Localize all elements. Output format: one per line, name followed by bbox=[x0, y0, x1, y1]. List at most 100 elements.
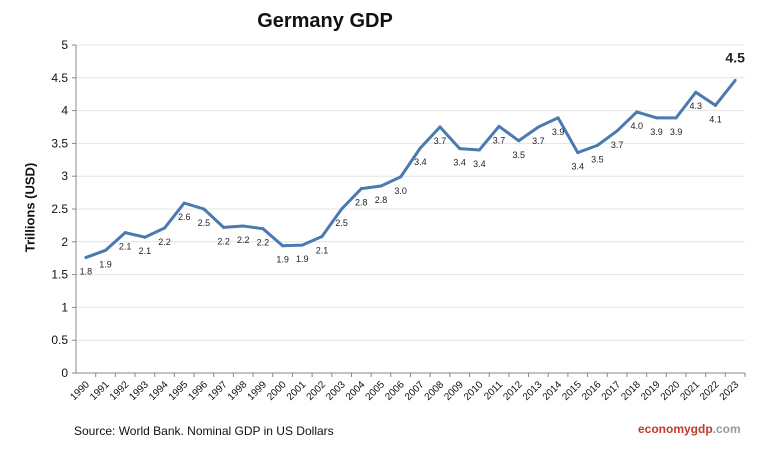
data-label: 4.3 bbox=[690, 101, 703, 111]
data-point bbox=[340, 207, 344, 211]
x-tick-label: 2009 bbox=[442, 379, 466, 403]
x-tick-label: 1991 bbox=[88, 379, 112, 403]
gdp-line bbox=[85, 79, 737, 259]
x-tick-label: 1994 bbox=[147, 379, 171, 403]
y-tick-label: 2 bbox=[61, 235, 68, 249]
x-tick-label: 1992 bbox=[108, 379, 132, 403]
x-tick-label: 2010 bbox=[462, 379, 486, 403]
data-point bbox=[635, 110, 639, 114]
data-label: 3.5 bbox=[591, 154, 604, 164]
data-label: 3.4 bbox=[571, 162, 584, 172]
data-label: 1.8 bbox=[80, 267, 93, 277]
x-tick-label: 2018 bbox=[619, 379, 643, 403]
data-point bbox=[123, 231, 127, 235]
data-label: 3.0 bbox=[394, 186, 407, 196]
y-tick-label: 1 bbox=[61, 300, 68, 314]
source-note: Source: World Bank. Nominal GDP in US Do… bbox=[74, 424, 334, 438]
data-label: 3.9 bbox=[670, 127, 683, 137]
data-point bbox=[182, 201, 186, 205]
data-label: 4.5 bbox=[725, 49, 745, 65]
data-point bbox=[379, 184, 383, 188]
y-tick-label: 4 bbox=[61, 104, 68, 118]
data-point bbox=[438, 125, 442, 129]
data-point bbox=[694, 90, 698, 94]
x-tick-label: 1996 bbox=[187, 379, 211, 403]
data-label: 3.5 bbox=[512, 150, 525, 160]
x-tick-label: 1999 bbox=[246, 379, 270, 403]
data-point bbox=[576, 151, 580, 155]
data-label: 3.4 bbox=[414, 157, 427, 167]
data-point bbox=[418, 146, 422, 150]
data-point bbox=[713, 103, 717, 107]
x-tick-label: 2016 bbox=[580, 379, 604, 403]
x-tick-label: 2003 bbox=[324, 379, 348, 403]
y-tick-label: 3.5 bbox=[51, 136, 68, 150]
data-label: 2.8 bbox=[355, 198, 368, 208]
y-tick-label: 3 bbox=[61, 169, 68, 183]
data-point bbox=[261, 227, 265, 231]
y-tick-label: 4.5 bbox=[51, 71, 68, 85]
data-point bbox=[222, 225, 226, 229]
data-point bbox=[399, 175, 403, 179]
x-tick-label: 1997 bbox=[206, 379, 230, 403]
chart-title: Germany GDP bbox=[257, 10, 393, 32]
data-point bbox=[517, 139, 521, 143]
data-label: 2.8 bbox=[375, 195, 388, 205]
data-label: 2.2 bbox=[158, 237, 171, 247]
x-tick-label: 1990 bbox=[68, 379, 92, 403]
data-point bbox=[320, 235, 324, 239]
brand-logo: economygdp.com bbox=[638, 422, 741, 436]
x-tick-label: 2007 bbox=[403, 379, 427, 403]
x-tick-label: 2006 bbox=[383, 379, 407, 403]
y-tick-label: 1.5 bbox=[51, 268, 68, 282]
x-tick-label: 2004 bbox=[344, 379, 368, 403]
data-point bbox=[654, 116, 658, 120]
x-tick-label: 2015 bbox=[560, 379, 584, 403]
x-tick-label: 1993 bbox=[127, 379, 151, 403]
data-point bbox=[241, 224, 245, 228]
brand-suffix: .com bbox=[712, 422, 741, 436]
y-tick-label: 5 bbox=[61, 38, 68, 52]
x-tick-label: 2005 bbox=[364, 379, 388, 403]
data-point bbox=[674, 116, 678, 120]
data-label: 1.9 bbox=[276, 255, 289, 265]
data-point bbox=[163, 226, 167, 230]
x-tick-label: 2020 bbox=[659, 379, 683, 403]
x-tick-label: 2013 bbox=[521, 379, 545, 403]
data-point bbox=[281, 244, 285, 248]
data-point bbox=[477, 148, 481, 152]
data-label: 1.9 bbox=[99, 259, 112, 269]
data-label: 2.2 bbox=[237, 235, 250, 245]
data-point bbox=[143, 235, 147, 239]
data-point bbox=[595, 143, 599, 147]
y-tick-label: 2.5 bbox=[51, 202, 68, 216]
x-tick-label: 2008 bbox=[423, 379, 447, 403]
data-point bbox=[536, 125, 540, 129]
x-tick-label: 2014 bbox=[541, 379, 565, 403]
data-label: 2.1 bbox=[119, 242, 132, 252]
data-label: 2.5 bbox=[335, 218, 348, 228]
data-point bbox=[497, 124, 501, 128]
data-label: 3.7 bbox=[493, 135, 506, 145]
x-tick-label: 2017 bbox=[600, 379, 624, 403]
data-point bbox=[84, 256, 88, 260]
data-label: 3.4 bbox=[473, 159, 486, 169]
data-point bbox=[556, 116, 560, 120]
x-tick-label: 2002 bbox=[305, 379, 329, 403]
x-tick-label: 2022 bbox=[698, 379, 722, 403]
data-label: 2.2 bbox=[257, 238, 270, 248]
data-label: 4.1 bbox=[709, 114, 722, 124]
data-point bbox=[359, 187, 363, 191]
data-label: 3.7 bbox=[434, 136, 447, 146]
data-label: 3.7 bbox=[532, 136, 545, 146]
data-point bbox=[202, 207, 206, 211]
data-point bbox=[733, 78, 737, 82]
x-tick-label: 2001 bbox=[285, 379, 309, 403]
y-tick-label: 0 bbox=[61, 366, 68, 380]
data-label: 2.1 bbox=[139, 246, 152, 256]
x-tick-label: 2019 bbox=[639, 379, 663, 403]
data-label: 2.1 bbox=[316, 246, 329, 256]
data-label: 3.9 bbox=[552, 127, 565, 137]
data-label: 2.5 bbox=[198, 218, 211, 228]
